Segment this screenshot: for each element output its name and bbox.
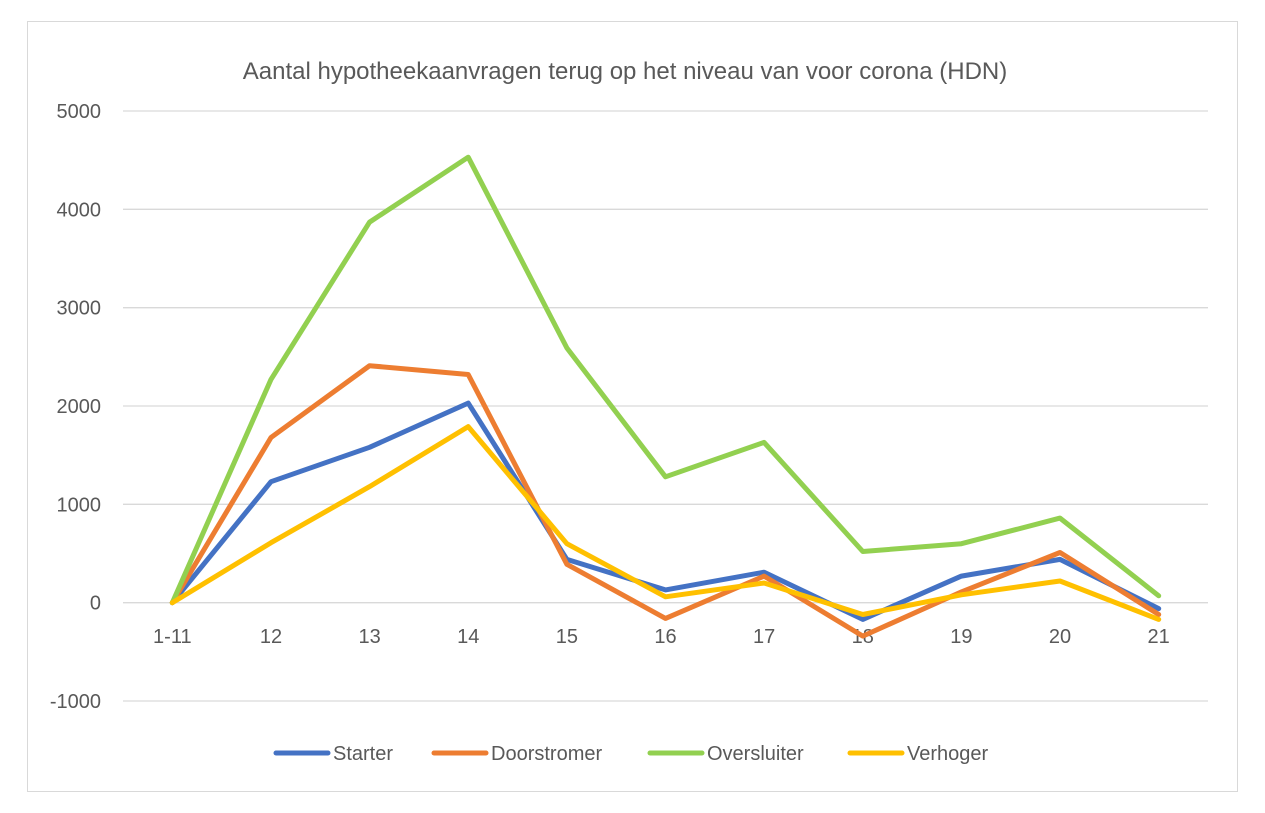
- x-tick-label: 20: [1049, 626, 1071, 648]
- x-tick-label: 1-11: [153, 626, 192, 648]
- x-axis-tick-labels: 1-11 12 13 14 15 16 17 18 19 20 21: [153, 626, 1170, 648]
- x-tick-label: 21: [1148, 626, 1170, 648]
- y-axis-tick-labels: 5000 4000 3000 2000 1000 0 -1000: [50, 101, 101, 713]
- y-tick-label: 3000: [57, 298, 102, 320]
- y-tick-label: 2000: [57, 396, 102, 418]
- series-line-verhoger: [169, 424, 1162, 622]
- x-tick-label: 13: [358, 626, 380, 648]
- legend-label-oversluiter: Oversluiter: [707, 743, 804, 765]
- y-tick-label: 1000: [57, 494, 102, 516]
- y-tick-label: 4000: [57, 199, 102, 221]
- x-tick-label: 17: [753, 626, 775, 648]
- legend-label-starter: Starter: [333, 743, 393, 765]
- chart-title: Aantal hypotheekaanvragen terug op het n…: [243, 58, 1007, 85]
- series-line-oversluiter: [169, 154, 1162, 606]
- x-tick-label: 14: [457, 626, 479, 648]
- y-tick-label: 0: [90, 593, 101, 615]
- y-tick-label: 5000: [57, 101, 102, 123]
- x-tick-label: 12: [260, 626, 282, 648]
- series-line-starter: [169, 400, 1162, 622]
- legend: Starter Doorstromer Oversluiter Verhoger: [273, 743, 989, 765]
- y-tick-label: -1000: [50, 691, 101, 713]
- gridlines: [123, 110, 1208, 702]
- x-tick-label: 15: [556, 626, 578, 648]
- series-line-doorstromer: [169, 363, 1162, 639]
- series-lines: [169, 154, 1162, 639]
- legend-label-doorstromer: Doorstromer: [491, 743, 602, 765]
- x-tick-label: 16: [654, 626, 676, 648]
- x-tick-label: 19: [950, 626, 972, 648]
- legend-label-verhoger: Verhoger: [907, 743, 989, 765]
